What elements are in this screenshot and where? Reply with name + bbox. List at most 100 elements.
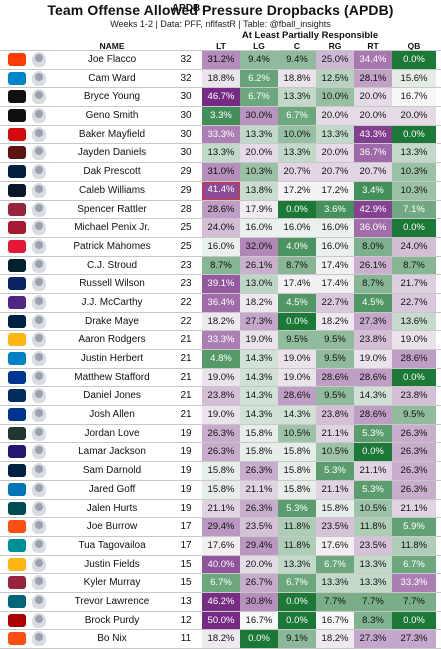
table-row: Dak Prescott 29 31.0% 10.3% 20.7% 20.7% 20.7% 1… <box>0 162 441 181</box>
cell-qb: 33.3% <box>392 574 436 592</box>
header-c: C <box>293 41 301 51</box>
cell-lg: 30.0% <box>240 107 278 125</box>
table-row: Joe Burrow 17 29.4% 23.5% 11.8% 23.5% 11.8% 5.9… <box>0 517 441 536</box>
cell-c: 20.7% <box>278 163 316 181</box>
table-row: Aaron Rodgers 21 33.3% 19.0% 9.5% 9.5% 23.8% 19… <box>0 330 441 349</box>
player-avatar <box>32 238 46 254</box>
cell-c: 4.0% <box>278 237 316 256</box>
cell-lt: 46.2% <box>202 592 240 611</box>
table-row: Caleb Williams 29 41.4% 13.8% 17.2% 17.2% 3.4%… <box>0 180 441 200</box>
player-name: Russell Wilson <box>79 278 145 290</box>
player-avatar <box>32 70 46 86</box>
table-row: Josh Allen 21 19.0% 14.3% 14.3% 23.8% 28.6% 9.5… <box>0 405 441 424</box>
apdb-value: 21 <box>180 409 192 421</box>
cell-rg: 9.5% <box>316 331 354 349</box>
cell-rt: 20.7% <box>354 163 392 181</box>
cell-rt: 28.6% <box>354 368 392 387</box>
apdb-value: 15 <box>180 577 192 589</box>
cell-rg: 18.2% <box>316 312 354 331</box>
cell-lg: 27.3% <box>240 312 278 331</box>
cell-lt: 3.3% <box>202 107 240 125</box>
cell-lg: 13.3% <box>240 125 278 144</box>
cell-c: 5.3% <box>278 499 316 518</box>
cell-lt: 8.7% <box>202 256 240 275</box>
cell-rt: 20.0% <box>354 88 392 107</box>
table-row: Jayden Daniels 30 13.3% 20.0% 13.3% 20.0% 36.7… <box>0 143 441 163</box>
table-row: Spencer Rattler 28 28.6% 17.9% 0.0% 3.6% 42.9%… <box>0 199 441 219</box>
player-name: Bryce Young <box>83 91 141 103</box>
apdb-value: 32 <box>180 54 192 65</box>
cell-c: 4.5% <box>278 293 316 312</box>
cell-lt: 4.8% <box>202 350 240 368</box>
player-name: Baker Mayfield <box>78 128 146 140</box>
player-name: Justin Fields <box>84 558 140 570</box>
team-logo-icon <box>8 221 26 235</box>
cell-c: 11.8% <box>278 518 316 536</box>
cell-lg: 15.8% <box>240 443 278 462</box>
apdb-value: 30 <box>180 147 192 159</box>
table-row: J.J. McCarthy 22 36.4% 18.2% 4.5% 22.7% 4.5% 22… <box>0 292 441 312</box>
cell-c: 17.2% <box>278 181 316 200</box>
apdb-value: 17 <box>180 539 192 551</box>
apdb-value: 28 <box>180 203 192 215</box>
player-avatar <box>32 481 46 497</box>
cell-lg: 21.1% <box>240 480 278 499</box>
cell-rt: 5.3% <box>354 424 392 443</box>
cell-lt: 15.8% <box>202 462 240 480</box>
player-name: Josh Allen <box>89 409 135 421</box>
cell-qb: 27.3% <box>392 630 436 648</box>
apdb-value: 21 <box>180 371 192 383</box>
table-row: Justin Herbert 21 4.8% 14.3% 19.0% 9.5% 19.0% 2… <box>0 349 441 368</box>
cell-qb: 0.0% <box>392 368 436 387</box>
team-logo-icon <box>8 277 26 291</box>
player-avatar <box>32 388 46 404</box>
team-logo-icon <box>8 165 26 179</box>
team-logo-icon <box>8 71 26 85</box>
cell-lt: 26.3% <box>202 424 240 443</box>
apdb-value: 21 <box>180 390 192 402</box>
cell-lg: 14.3% <box>240 368 278 387</box>
player-avatar <box>32 145 46 161</box>
cell-c: 9.4% <box>278 51 316 69</box>
cell-rg: 10.5% <box>316 443 354 462</box>
table-row: Michael Penix Jr. 25 24.0% 16.0% 16.0% 16.0% 3… <box>0 218 441 237</box>
cell-rt: 26.1% <box>354 256 392 275</box>
cell-rg: 13.3% <box>316 125 354 144</box>
cell-lt: 33.3% <box>202 331 240 349</box>
player-name: Joe Burrow <box>86 521 138 533</box>
cell-lt: 19.0% <box>202 406 240 424</box>
header-apdb: APDB <box>171 3 201 14</box>
player-name: Caleb Williams <box>78 184 146 196</box>
cell-lg: 9.4% <box>240 51 278 69</box>
cell-c: 9.5% <box>278 331 316 349</box>
apdb-value: 25 <box>180 222 192 234</box>
player-avatar <box>32 612 46 628</box>
cell-c: 18.8% <box>278 69 316 88</box>
player-avatar <box>32 369 46 385</box>
cell-rg: 21.1% <box>316 424 354 443</box>
apdb-value: 30 <box>180 128 192 140</box>
cell-rg: 23.5% <box>316 518 354 536</box>
player-avatar <box>32 257 46 273</box>
team-logo-icon <box>8 295 26 309</box>
team-logo-icon <box>8 594 26 608</box>
table-row: Drake Maye 22 18.2% 27.3% 0.0% 18.2% 27.3% 13.6… <box>0 311 441 331</box>
team-logo-icon <box>8 576 26 590</box>
player-avatar <box>32 313 46 329</box>
cell-lg: 14.3% <box>240 350 278 368</box>
player-name: Drake Maye <box>85 315 139 327</box>
cell-qb: 6.7% <box>392 555 436 574</box>
cell-lg: 6.7% <box>240 88 278 107</box>
player-avatar <box>32 556 46 572</box>
table-row: Sam Darnold 19 15.8% 26.3% 15.8% 5.3% 21.1% 26.… <box>0 461 441 480</box>
cell-rt: 27.3% <box>354 312 392 331</box>
cell-rt: 4.5% <box>354 293 392 312</box>
cell-lt: 31.2% <box>202 51 240 69</box>
player-name: Justin Herbert <box>80 353 144 364</box>
cell-rg: 17.6% <box>316 536 354 555</box>
table-row: Brock Purdy 12 50.0% 16.7% 0.0% 16.7% 8.3% 0.0% <box>0 610 441 630</box>
team-logo-icon <box>8 333 26 347</box>
team-logo-icon <box>8 146 26 160</box>
team-logo-icon <box>8 632 26 646</box>
group-header: At Least Partially Responsible <box>241 30 379 41</box>
